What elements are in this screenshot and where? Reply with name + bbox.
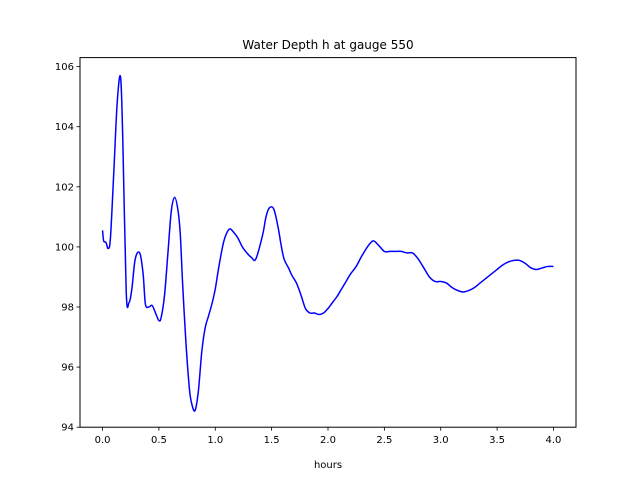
x-axis-label: hours [314, 460, 342, 471]
x-tick-label: 0.0 [95, 435, 111, 446]
x-tick-label: 1.0 [207, 435, 223, 446]
y-tick-label: 94 [61, 423, 74, 434]
y-tick-label: 100 [55, 242, 74, 253]
y-tick-label: 98 [61, 303, 74, 314]
y-tick-label: 104 [55, 122, 74, 133]
x-tick-label: 3.5 [489, 435, 505, 446]
ticks-layer: 0.0 0.5 1.0 1.5 2.0 2.5 3.0 3.5 4.0 94 96 98 100 102 1… [55, 62, 562, 446]
plot-frame [79, 57, 577, 428]
x-tick-label: 4.0 [546, 435, 562, 446]
y-tick-label: 106 [55, 62, 74, 73]
x-tick-label: 0.5 [151, 435, 167, 446]
x-tick-label: 3.0 [433, 435, 449, 446]
series-line-0 [101, 74, 554, 412]
y-tick-label: 102 [55, 182, 74, 193]
x-tick-label: 2.0 [320, 435, 336, 446]
x-tick-label: 2.5 [376, 435, 392, 446]
series-layer [101, 74, 554, 412]
chart-title: Water Depth h at gauge 550 [242, 38, 413, 52]
x-tick-label: 1.5 [264, 435, 280, 446]
y-tick-label: 96 [61, 363, 74, 374]
